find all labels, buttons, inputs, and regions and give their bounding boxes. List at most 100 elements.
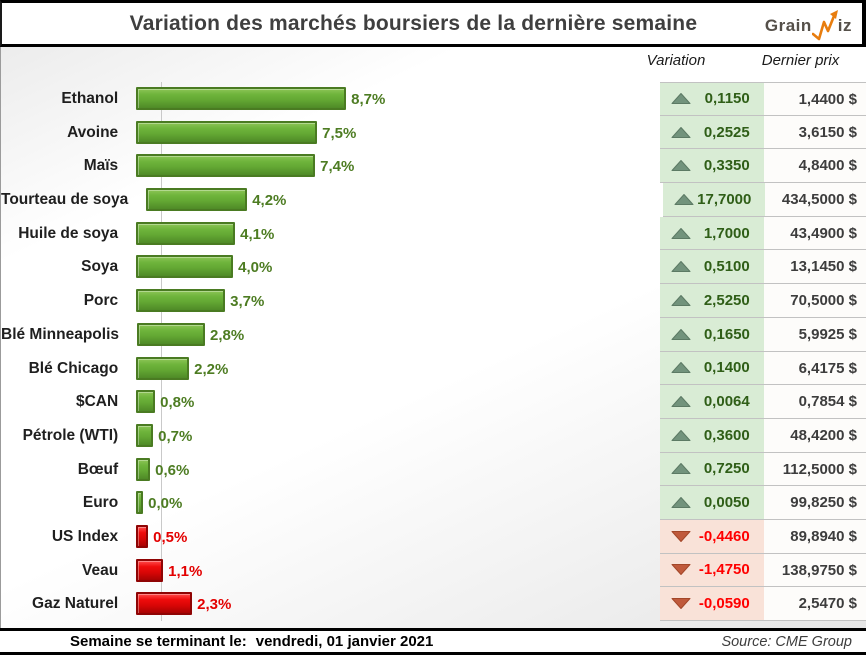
bar-zone: 1,1% bbox=[128, 554, 508, 588]
variation-value: 0,7250 bbox=[703, 460, 750, 478]
table-row: US Index 0,5% -0,4460 89,8940 $ bbox=[1, 519, 866, 554]
category-label: US Index bbox=[51, 527, 119, 545]
axis-baseline bbox=[161, 82, 162, 621]
variation-value: 0,3350 bbox=[703, 157, 750, 175]
variation-cell: 2,5250 bbox=[659, 284, 764, 318]
category-label: Veau bbox=[81, 561, 119, 579]
value-bar bbox=[136, 289, 226, 313]
variation-cell: 0,1650 bbox=[660, 317, 764, 352]
bar-zone: 4,2% bbox=[138, 183, 511, 217]
value-bar bbox=[136, 423, 154, 447]
category-label: Euro bbox=[82, 494, 119, 512]
up-triangle-icon bbox=[671, 429, 691, 441]
value-bar bbox=[136, 120, 318, 144]
title-band: Variation des marchés boursiers de la de… bbox=[0, 0, 866, 47]
category-label: $CAN bbox=[75, 393, 119, 411]
table-row: Maïs 7,4% 0,3350 4,8400 $ bbox=[1, 149, 866, 184]
table-row: Pétrole (WTI) 0,7% 0,3600 48,4200 $ bbox=[1, 418, 866, 453]
category-label: Maïs bbox=[83, 157, 119, 175]
bar-zone: 2,3% bbox=[128, 587, 508, 621]
category-label: Avoine bbox=[67, 123, 119, 141]
percent-label: 0,6% bbox=[155, 461, 190, 479]
percent-label: 2,2% bbox=[194, 360, 229, 378]
variation-value: 0,0064 bbox=[703, 393, 750, 411]
last-price-value: 48,4200 $ bbox=[763, 418, 866, 453]
up-triangle-icon bbox=[671, 396, 691, 408]
table-row: Veau 1,1% -1,4750 138,9750 $ bbox=[1, 553, 866, 588]
table-row: Ethanol 8,7% 0,1150 1,4400 $ bbox=[1, 82, 866, 116]
category-label: Blé Minneapolis bbox=[1, 325, 119, 343]
value-bar bbox=[136, 558, 164, 582]
value-bar bbox=[136, 491, 144, 515]
percent-label: 0,5% bbox=[153, 528, 188, 546]
value-bar bbox=[146, 188, 248, 212]
last-price-value: 138,9750 $ bbox=[763, 553, 866, 588]
bar-zone: 2,8% bbox=[129, 318, 508, 352]
percent-label: 2,8% bbox=[210, 326, 245, 344]
variation-value: 0,5100 bbox=[703, 258, 750, 276]
variation-value: 2,5250 bbox=[703, 291, 750, 309]
logo-text-iz: iz bbox=[837, 15, 852, 35]
variation-cell: -0,0590 bbox=[659, 587, 764, 621]
grainwiz-logo: Grain iz bbox=[765, 7, 862, 41]
week-ending-date: vendredi, 01 janvier 2021 bbox=[255, 633, 434, 650]
variation-value: 0,2525 bbox=[703, 123, 750, 141]
percent-label: 4,1% bbox=[240, 225, 275, 243]
last-price-value: 2,5470 $ bbox=[763, 587, 866, 621]
bar-zone: 8,7% bbox=[128, 82, 508, 116]
category-label: Ethanol bbox=[61, 90, 119, 107]
percent-label: 0,8% bbox=[160, 394, 195, 412]
week-ending-text: Semaine se terminant le: vendredi, 01 jan… bbox=[0, 633, 433, 650]
category-label: Soya bbox=[81, 258, 119, 276]
rows-container: Ethanol 8,7% 0,1150 1,4400 $ Avoine 7,5%… bbox=[1, 82, 866, 621]
table-row: Gaz Naturel 2,3% -0,0590 2,5470 $ bbox=[1, 587, 866, 621]
bar-zone: 7,4% bbox=[128, 149, 508, 183]
category-label: Gaz Naturel bbox=[32, 595, 119, 613]
value-bar bbox=[136, 255, 234, 279]
variation-cell: 0,7250 bbox=[659, 452, 764, 487]
table-row: Euro 0,0% 0,0050 99,8250 $ bbox=[1, 486, 866, 520]
up-triangle-icon bbox=[671, 227, 691, 239]
variation-cell: 0,2525 bbox=[659, 115, 764, 150]
variation-value: 17,7000 bbox=[697, 190, 752, 208]
value-bar bbox=[136, 524, 149, 548]
percent-label: 4,2% bbox=[252, 192, 287, 210]
down-triangle-icon bbox=[671, 564, 691, 576]
value-bar bbox=[136, 457, 151, 481]
down-triangle-icon bbox=[671, 598, 691, 610]
value-bar bbox=[136, 390, 156, 414]
variation-cell: 0,3350 bbox=[659, 149, 764, 184]
percent-label: 7,5% bbox=[322, 124, 357, 142]
bar-zone: 3,7% bbox=[128, 284, 508, 318]
last-price-value: 70,5000 $ bbox=[763, 284, 866, 318]
last-price-value: 5,9925 $ bbox=[763, 317, 866, 352]
table-row: Tourteau de soya 4,2% 17,7000 434,5000 $ bbox=[1, 183, 866, 217]
bar-zone: 0,5% bbox=[128, 520, 508, 554]
table-row: Bœuf 0,6% 0,7250 112,5000 $ bbox=[1, 452, 866, 487]
last-price-value: 3,6150 $ bbox=[763, 115, 866, 150]
up-triangle-icon bbox=[671, 362, 691, 374]
variation-cell: -0,4460 bbox=[659, 519, 764, 554]
variation-cell: 17,7000 bbox=[663, 183, 766, 217]
table-row: Porc 3,7% 2,5250 70,5000 $ bbox=[1, 284, 866, 318]
variation-cell: -1,4750 bbox=[659, 553, 764, 588]
down-triangle-icon bbox=[671, 530, 691, 542]
category-label: Bœuf bbox=[77, 460, 119, 478]
variation-cell: 0,1150 bbox=[659, 82, 764, 116]
value-bar bbox=[136, 356, 190, 380]
variation-value: 0,1400 bbox=[703, 359, 750, 377]
variation-cell: 0,3600 bbox=[659, 418, 764, 453]
last-price-value: 1,4400 $ bbox=[763, 82, 866, 116]
up-triangle-icon bbox=[671, 328, 691, 340]
variation-value: -0,4460 bbox=[698, 527, 750, 545]
bar-zone: 7,5% bbox=[128, 116, 508, 150]
last-price-value: 89,8940 $ bbox=[763, 519, 866, 554]
table-column-headers: Variation Dernier prix bbox=[613, 52, 862, 78]
percent-label: 0,0% bbox=[148, 495, 183, 513]
value-bar bbox=[137, 322, 205, 346]
bar-zone: 0,6% bbox=[128, 453, 508, 487]
variation-cell: 1,7000 bbox=[659, 216, 764, 251]
value-bar bbox=[136, 221, 236, 245]
chart-panel: Variation Dernier prix Ethanol 8,7% 0,11… bbox=[0, 47, 866, 628]
